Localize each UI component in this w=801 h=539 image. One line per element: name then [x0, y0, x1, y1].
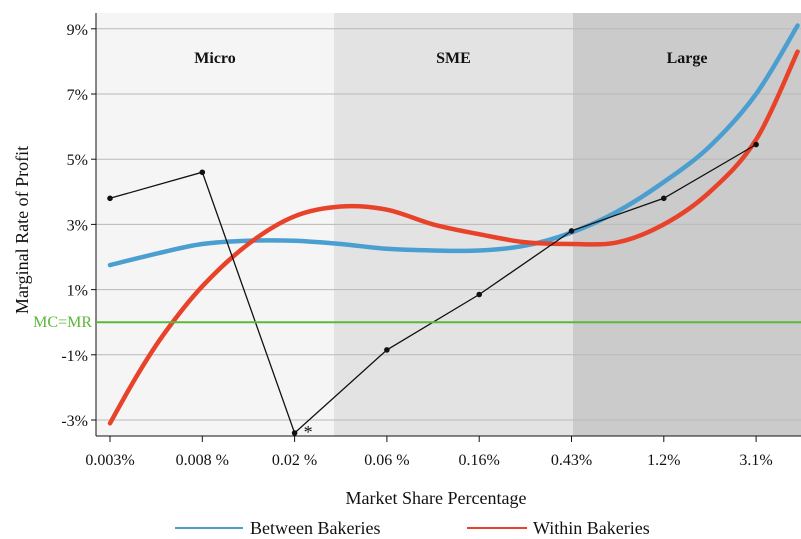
y-tick-label: 1% [67, 283, 88, 300]
x-tick-label: 3.1% [739, 452, 772, 469]
x-tick-label: 1.2% [647, 452, 680, 469]
data-point [199, 169, 206, 176]
x-tick-label: 0.008 % [176, 452, 229, 469]
legend-label-within-bakeries: Within Bakeries [533, 518, 650, 538]
legend-label-between-bakeries: Between Bakeries [250, 518, 380, 538]
y-tick-label: 3% [67, 217, 88, 234]
x-axis-title: Market Share Percentage [346, 488, 527, 508]
data-point [753, 141, 759, 148]
legend: Between Bakeries Within Bakeries [175, 518, 650, 538]
data-point [568, 228, 575, 234]
reference-line-label: MC=MR [33, 314, 92, 331]
data-point [384, 347, 390, 353]
x-axis: 0.003% 0.008 % 0.02 % 0.06 % 0.16% 0.43% 1.2% 3… [85, 435, 801, 469]
region-label-micro: Micro [194, 50, 235, 67]
annotations: * [304, 422, 313, 442]
x-tick-label: 0.003% [85, 452, 134, 469]
grid-lines [96, 28, 801, 421]
y-tick-label: 5% [67, 152, 88, 169]
data-point [476, 291, 483, 298]
x-tick-label: 0.06 % [364, 452, 409, 469]
data-point [291, 430, 298, 436]
region-label-large: Large [667, 50, 708, 67]
y-axis: 9% 7% 5% 3% 1% -1% -3% [61, 13, 97, 436]
data-point [661, 195, 667, 202]
x-tick-label: 0.43% [551, 452, 592, 469]
x-tick-label: 0.16% [459, 452, 500, 469]
y-tick-label: 7% [67, 87, 88, 104]
reference-line-group: MC=MR [33, 314, 801, 331]
y-axis-title: Marginal Rate of Profit [12, 146, 32, 314]
data-point [107, 195, 113, 202]
series-line-within-bakeries [107, 49, 800, 426]
y-tick-label: 9% [67, 22, 88, 39]
y-tick-label: -1% [61, 348, 88, 365]
region-label-sme: SME [436, 50, 471, 67]
x-tick-label: 0.02 % [272, 452, 317, 469]
annotation-asterisk: * [304, 422, 313, 442]
y-tick-label: -3% [61, 413, 88, 430]
